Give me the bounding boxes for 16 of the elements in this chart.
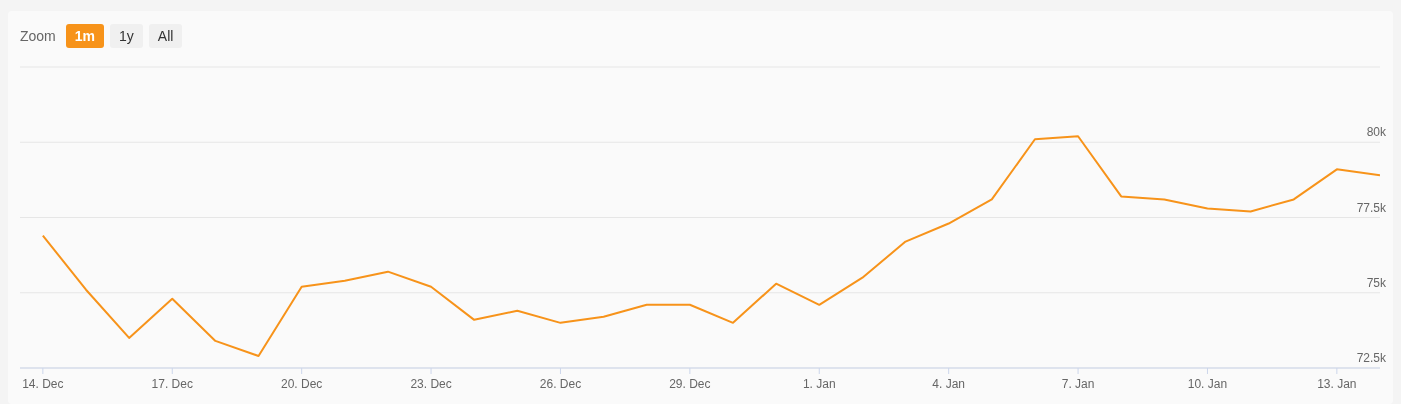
- y-tick-label: 80k: [1366, 125, 1387, 140]
- x-tick-label: 10. Jan: [1187, 377, 1228, 391]
- x-tick-label: 13. Jan: [1317, 377, 1357, 391]
- x-tick-label: 1. Jan: [802, 377, 836, 391]
- y-tick-label: 72.5k: [1356, 351, 1387, 365]
- x-tick-label: 7. Jan: [1061, 377, 1095, 391]
- y-tick-label: 77.5k: [1356, 200, 1387, 215]
- x-tick-label: 4. Jan: [932, 377, 966, 391]
- x-tick-label: 23. Dec: [410, 377, 452, 391]
- x-tick-label: 29. Dec: [669, 377, 711, 391]
- x-tick-label: 17. Dec: [151, 377, 193, 391]
- x-tick-label: 14. Dec: [22, 377, 64, 391]
- zoom-controls: Zoom 1m 1y All: [20, 24, 183, 48]
- x-tick-label: 26. Dec: [539, 377, 582, 391]
- x-tick-label: 20. Dec: [280, 377, 323, 391]
- y-tick-label: 75k: [1366, 275, 1387, 290]
